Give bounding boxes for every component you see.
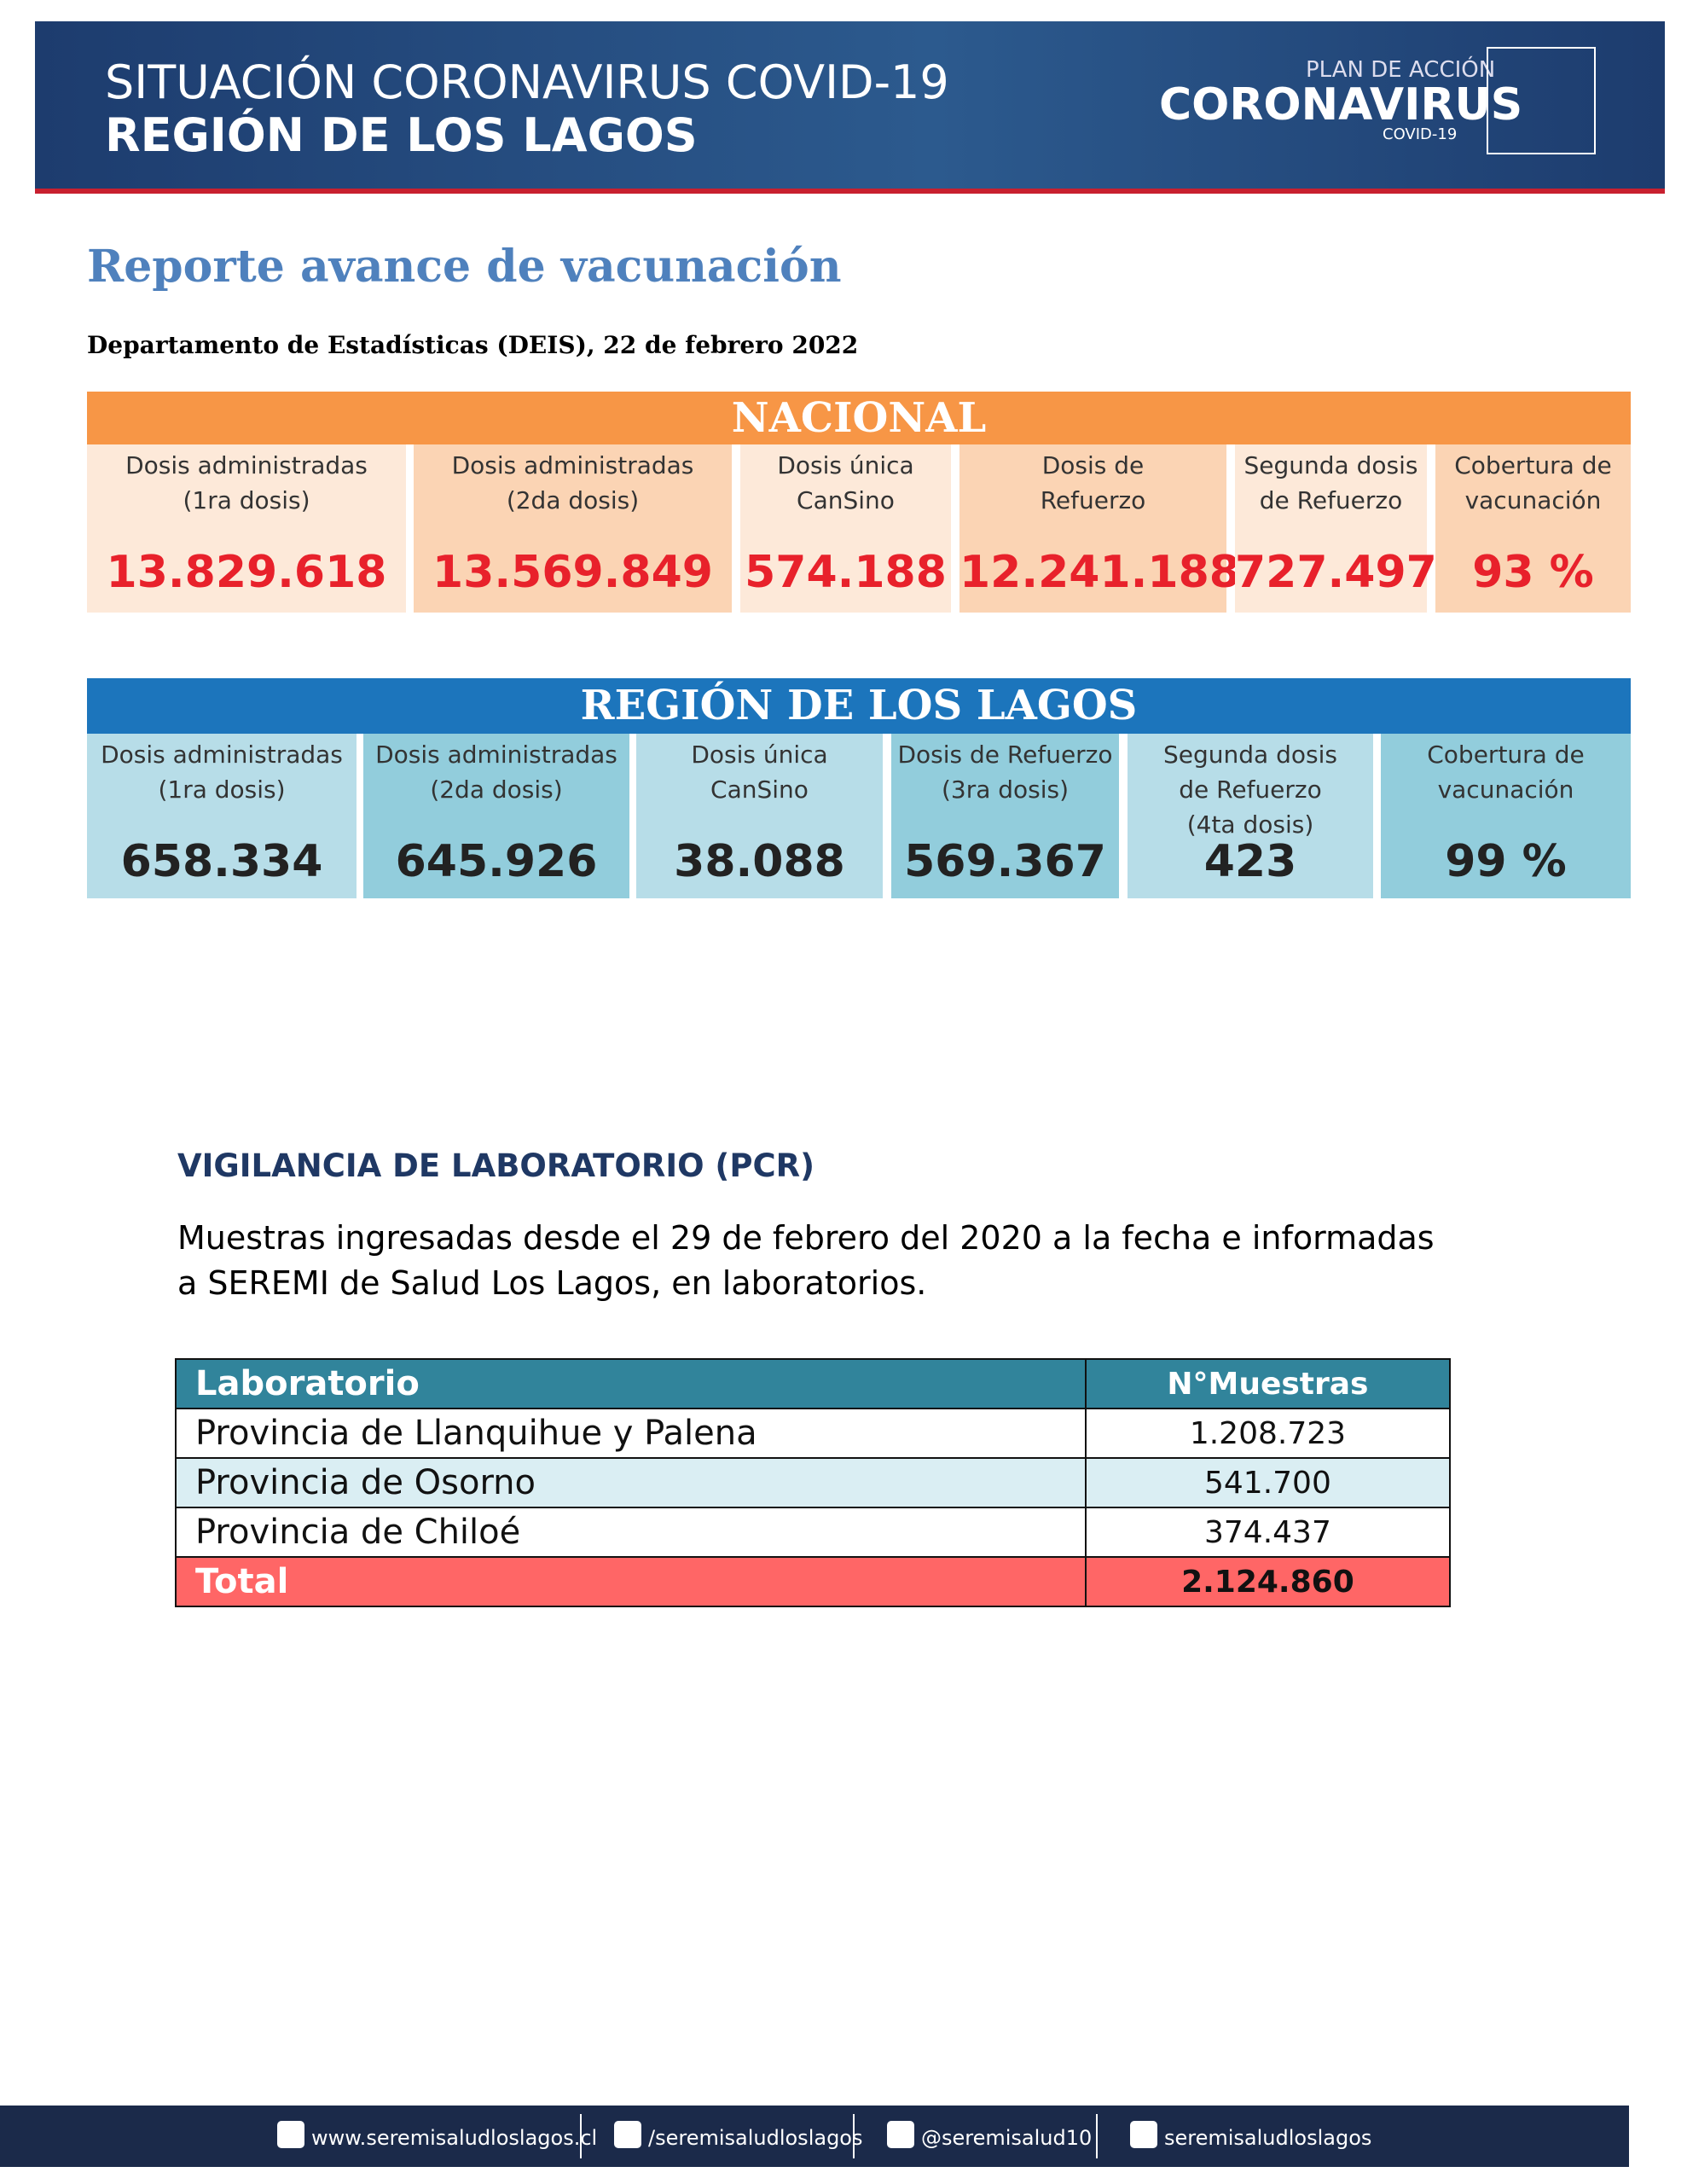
footer-icon xyxy=(887,2121,914,2148)
header-title: SITUACIÓN CORONAVIRUS COVID-19 xyxy=(105,55,949,109)
stat-label: Dosis administradas xyxy=(101,741,343,769)
footer-link: @seremisalud10 xyxy=(921,2126,1093,2150)
pcr-text: Muestras ingresadas desde el 29 de febre… xyxy=(177,1219,1435,1302)
footer-divider xyxy=(1096,2114,1098,2158)
header-banner: SITUACIÓN CORONAVIRUS COVID-19 REGIÓN DE… xyxy=(35,21,1665,194)
table-cell: Provincia de Llanquihue y Palena xyxy=(175,1408,1087,1459)
stat-label: Segunda dosis xyxy=(1244,451,1418,479)
stat-cell: Dosis única CanSino 574.188 xyxy=(740,444,951,613)
stat-value: 645.926 xyxy=(395,836,598,887)
stat-label: Cobertura de xyxy=(1427,741,1585,769)
stat-label: de Refuerzo xyxy=(1179,775,1322,804)
stat-label: (2da dosis) xyxy=(506,486,640,514)
footer-icon xyxy=(614,2121,641,2148)
stat-value: 423 xyxy=(1203,836,1297,887)
stat-cell: Cobertura de vacunación 99 % xyxy=(1381,734,1631,898)
stat-value: 569.367 xyxy=(904,836,1106,887)
stat-label: Dosis administradas xyxy=(375,741,617,769)
footer-divider xyxy=(853,2114,855,2158)
stat-label: (1ra dosis) xyxy=(158,775,286,804)
table-cell: Provincia de Osorno xyxy=(175,1457,1087,1508)
footer-icon xyxy=(1130,2121,1157,2148)
table-row: Provincia de Llanquihue y Palena 1.208.72… xyxy=(175,1408,1452,1459)
stat-value: 658.334 xyxy=(120,836,323,887)
stat-cell: Dosis administradas (2da dosis) 13.569.849 xyxy=(414,444,732,613)
logo-text: PLAN DE ACCIÓN xyxy=(1306,57,1496,83)
table-cell: Laboratorio xyxy=(175,1358,1087,1409)
stat-label: Dosis de Refuerzo xyxy=(897,741,1113,769)
table-row: Laboratorio N°Muestras xyxy=(175,1358,1452,1409)
stat-cell: Dosis administradas (1ra dosis) 658.334 xyxy=(87,734,357,898)
stat-cell: Dosis de Refuerzo (3ra dosis) 569.367 xyxy=(891,734,1119,898)
stat-label: Dosis única xyxy=(691,741,828,769)
stat-value: 13.569.849 xyxy=(432,547,713,598)
footer-link: www.seremisaludloslagos.cl xyxy=(311,2126,598,2150)
stat-value: 574.188 xyxy=(745,547,947,598)
table-row: Provincia de Osorno 541.700 xyxy=(175,1457,1452,1508)
stat-label: Refuerzo xyxy=(1040,486,1146,514)
stat-label: (3ra dosis) xyxy=(941,775,1070,804)
table-cell: 1.208.723 xyxy=(1084,1408,1452,1459)
stat-cell: Segunda dosis de Refuerzo 727.497 xyxy=(1235,444,1437,613)
stat-cell: Dosis única CanSino 38.088 xyxy=(636,734,883,898)
stat-label: (2da dosis) xyxy=(430,775,563,804)
header-title: REGIÓN DE LOS LAGOS xyxy=(105,108,698,162)
seremi-logo xyxy=(1487,47,1596,154)
region-box: REGIÓN DE LOS LAGOS Dosis administradas (1… xyxy=(87,678,1631,898)
box-title: NACIONAL xyxy=(87,392,1631,444)
stat-value: 12.241.188 xyxy=(959,547,1240,598)
nacional-box: NACIONAL Dosis administradas (1ra dosis) 13… xyxy=(87,392,1631,613)
stat-label: Segunda dosis xyxy=(1163,741,1337,769)
stat-label: Dosis de xyxy=(1041,451,1145,479)
footer-icon xyxy=(277,2121,304,2148)
table-row: Total 2.124.860 xyxy=(175,1556,1452,1607)
stat-label: vacunación xyxy=(1437,775,1574,804)
stat-value: 99 % xyxy=(1445,836,1567,887)
logo-text: COVID-19 xyxy=(1383,125,1458,143)
stat-cell: Segunda dosis de Refuerzo (4ta dosis) 423 xyxy=(1128,734,1373,898)
report-title: Reporte avance de vacunación xyxy=(87,241,842,293)
table-cell: N°Muestras xyxy=(1084,1358,1452,1409)
stat-value: 727.497 xyxy=(1235,547,1437,598)
pcr-heading: VIGILANCIA DE LABORATORIO (PCR) xyxy=(177,1147,815,1184)
stat-label: CanSino xyxy=(710,775,809,804)
stat-label: (1ra dosis) xyxy=(183,486,310,514)
stat-value: 38.088 xyxy=(674,836,845,887)
stat-cell: Dosis administradas (2da dosis) 645.926 xyxy=(363,734,629,898)
logo-text: CORONAVIRUS xyxy=(1159,79,1523,131)
stat-label: CanSino xyxy=(797,486,895,514)
footer xyxy=(0,2106,1629,2167)
table-row: Provincia de Chiloé 374.437 xyxy=(175,1507,1452,1558)
stat-label: de Refuerzo xyxy=(1259,486,1403,514)
footer-link: /seremisaludloslagos xyxy=(648,2126,863,2150)
stat-label: vacunación xyxy=(1464,486,1602,514)
stat-label: Dosis administradas xyxy=(125,451,368,479)
report-source: Departamento de Estadísticas (DEIS), 22 … xyxy=(87,331,859,359)
box-title: REGIÓN DE LOS LAGOS xyxy=(87,678,1631,734)
stat-value: 13.829.618 xyxy=(106,547,387,598)
table-cell: Total xyxy=(175,1556,1087,1607)
footer-divider xyxy=(580,2114,582,2158)
stat-cell: Cobertura de vacunación 93 % xyxy=(1435,444,1631,613)
stat-value: 93 % xyxy=(1472,547,1594,598)
stat-label: Dosis administradas xyxy=(451,451,694,479)
stat-label: Dosis única xyxy=(777,451,914,479)
stat-cell: Dosis de Refuerzo 12.241.188 xyxy=(959,444,1240,613)
stat-cell: Dosis administradas (1ra dosis) 13.829.618 xyxy=(87,444,406,613)
table-cell: 2.124.860 xyxy=(1084,1556,1452,1607)
pcr-table: Laboratorio N°Muestras Provincia de Llanqu… xyxy=(175,1358,1452,1607)
table-cell: Provincia de Chiloé xyxy=(175,1507,1087,1558)
table-cell: 374.437 xyxy=(1084,1507,1452,1558)
footer-link: seremisaludloslagos xyxy=(1164,2126,1372,2150)
stat-label: (4ta dosis) xyxy=(1186,810,1314,839)
stat-label: Cobertura de xyxy=(1454,451,1612,479)
table-cell: 541.700 xyxy=(1084,1457,1452,1508)
